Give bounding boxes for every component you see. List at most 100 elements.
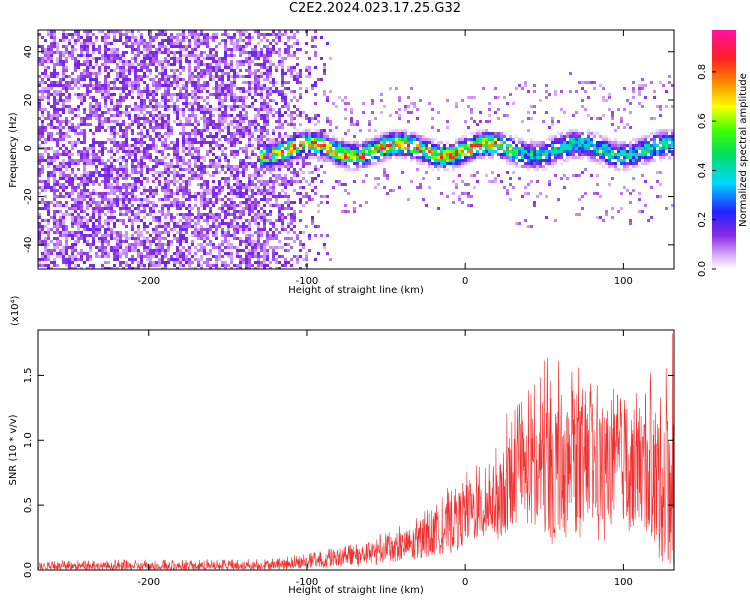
spectrogram-cell: [125, 84, 128, 87]
spectrogram-cell: [347, 168, 350, 171]
spectrogram-cell: [71, 219, 74, 222]
spectrogram-cell: [50, 87, 53, 90]
spectrogram-cell: [71, 171, 74, 174]
spectrogram-cell: [257, 81, 260, 84]
spectrogram-cell: [116, 177, 119, 180]
spectrogram-cell: [260, 159, 263, 162]
spectrogram-cell: [146, 201, 149, 204]
spectrogram-cell: [53, 156, 56, 159]
spectrogram-cell: [221, 198, 224, 201]
spectrogram-cell: [395, 153, 398, 156]
spectrogram-cell: [233, 84, 236, 87]
spectrogram-cell: [362, 180, 365, 183]
spectrogram-cell: [209, 267, 212, 269]
spectrogram-cell: [173, 57, 176, 60]
spectrogram-cell: [248, 33, 251, 36]
spectrogram-cell: [233, 33, 236, 36]
spectrogram-cell: [158, 222, 161, 225]
spectrogram-cell: [62, 225, 65, 228]
spectrogram-cell: [161, 246, 164, 249]
spectrogram-cell: [143, 72, 146, 75]
spectrogram-cell: [380, 144, 383, 147]
spectrogram-cell: [278, 174, 281, 177]
spectrogram-cell: [275, 201, 278, 204]
spectrogram-cell: [263, 213, 266, 216]
spectrogram-cell: [287, 183, 290, 186]
spectrogram-cell: [71, 129, 74, 132]
spectrogram-cell: [308, 183, 311, 186]
spectrogram-cell: [182, 141, 185, 144]
spectrogram-cell: [56, 255, 59, 258]
spectrogram-cell: [293, 159, 296, 162]
spectrogram-cell: [50, 228, 53, 231]
spectrogram-cell: [74, 48, 77, 51]
spectrogram-cell: [50, 189, 53, 192]
spectrogram-cell: [266, 72, 269, 75]
spectrogram-cell: [125, 165, 128, 168]
spectrogram-cell: [176, 84, 179, 87]
spectrogram-cell: [125, 63, 128, 66]
spectrogram-cell: [152, 45, 155, 48]
spectrogram-cell: [77, 30, 80, 33]
spectrogram-cell: [71, 141, 74, 144]
spectrogram-cell: [164, 243, 167, 246]
spectrogram-cell: [263, 54, 266, 57]
spectrogram-cell: [53, 153, 56, 156]
spectrogram-cell: [311, 144, 314, 147]
spectrogram-cell: [254, 243, 257, 246]
spectrogram-cell: [152, 174, 155, 177]
spectrogram-cell: [164, 213, 167, 216]
spectrogram-cell: [95, 36, 98, 39]
spectrogram-cell: [107, 255, 110, 258]
spectrogram-cell: [65, 36, 68, 39]
spectrogram-cell: [146, 225, 149, 228]
spectrogram-cell: [176, 108, 179, 111]
spectrogram-cell: [176, 69, 179, 72]
spectrogram-cell: [92, 228, 95, 231]
spectrogram-cell: [134, 81, 137, 84]
spectrogram-cell: [152, 57, 155, 60]
spectrogram-cell: [242, 231, 245, 234]
spectrogram-cell: [95, 159, 98, 162]
spectrogram-cell: [311, 141, 314, 144]
spectrogram-cell: [50, 138, 53, 141]
spectrogram-cell: [278, 123, 281, 126]
spectrogram-cell: [59, 120, 62, 123]
spectrogram-cell: [161, 153, 164, 156]
spectrogram-cell: [152, 168, 155, 171]
spectrogram-cell: [77, 264, 80, 267]
spectrogram-cell: [149, 36, 152, 39]
spectrogram-cell: [194, 54, 197, 57]
spectrogram-cell: [89, 192, 92, 195]
spectrogram-cell: [251, 132, 254, 135]
spectrogram-cell: [164, 222, 167, 225]
spectrogram-cell: [41, 114, 44, 117]
spectrogram-cell: [188, 192, 191, 195]
spectrogram-cell: [200, 246, 203, 249]
spectrogram-cell: [398, 132, 401, 135]
spectrogram-cell: [137, 225, 140, 228]
spectrogram-cell: [242, 207, 245, 210]
spectrogram-cell: [179, 225, 182, 228]
spectrogram-cell: [320, 138, 323, 141]
spectrogram-cell: [281, 207, 284, 210]
spectrogram-cell: [323, 246, 326, 249]
spectrogram-cell: [176, 258, 179, 261]
spectrogram-cell: [266, 213, 269, 216]
spectrogram-cell: [311, 39, 314, 42]
spectrogram-cell: [212, 231, 215, 234]
spectrogram-cell: [203, 84, 206, 87]
spectrogram-cell: [119, 168, 122, 171]
spectrogram-cell: [227, 198, 230, 201]
spectrogram-cell: [257, 189, 260, 192]
spectrogram-cell: [95, 210, 98, 213]
spectrogram-cell: [269, 237, 272, 240]
spectrogram-cell: [338, 141, 341, 144]
spectrogram-cell: [260, 87, 263, 90]
spectrogram-cell: [407, 141, 410, 144]
spectrogram-cell: [266, 168, 269, 171]
spectrogram-cell: [257, 231, 260, 234]
spectrogram-cell: [428, 150, 431, 153]
spectrogram-cell: [53, 168, 56, 171]
spectrogram-cell: [161, 258, 164, 261]
